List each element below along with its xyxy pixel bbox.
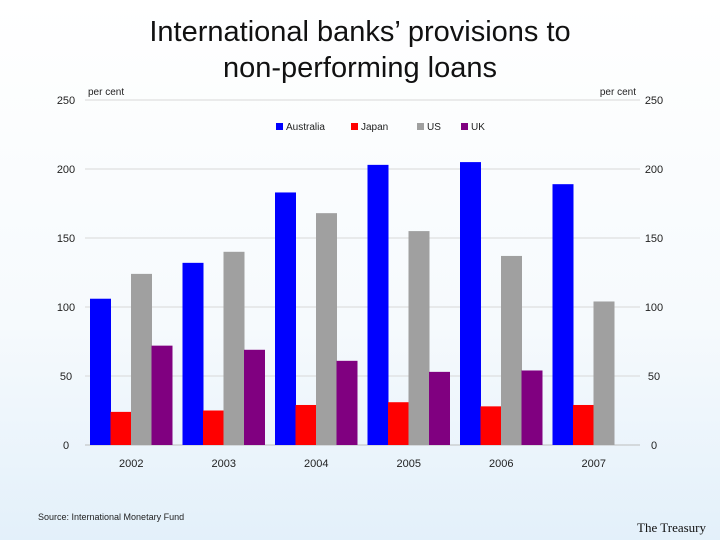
legend-label-australia: Australia (286, 122, 325, 133)
y-tick-label-right: 50 (648, 371, 660, 383)
y-tick-label-right: 250 (645, 95, 663, 107)
x-tick-label-2007: 2007 (582, 458, 606, 470)
bar-uk-2006 (521, 370, 543, 445)
bar-us-2007 (593, 301, 615, 445)
bar-us-2006 (501, 255, 522, 445)
bar-japan-2006 (480, 406, 502, 445)
bar-australia-2004 (275, 192, 296, 445)
x-tick-label-2005: 2005 (397, 458, 421, 470)
y-tick-label-left: 200 (57, 164, 75, 176)
bar-japan-2004 (295, 404, 317, 445)
x-tick-label-2003: 2003 (212, 458, 236, 470)
x-tick-label-2004: 2004 (304, 458, 328, 470)
chart-title-line-1: International banks’ provisions to (149, 16, 571, 48)
bar-australia-2007 (552, 184, 574, 445)
y-tick-label-right: 200 (645, 164, 663, 176)
bar-japan-2007 (573, 404, 594, 445)
bar-us-2002 (131, 273, 152, 445)
y-tick-label-left: 0 (63, 440, 69, 452)
legend-swatch-australia (276, 123, 283, 130)
bar-uk-2003 (244, 349, 265, 445)
legend-swatch-us (417, 123, 424, 130)
legend-swatch-japan (351, 123, 358, 130)
legend-swatch-uk (461, 123, 468, 130)
bar-japan-2003 (203, 410, 224, 445)
y-tick-label-right: 100 (645, 302, 663, 314)
y-unit-label-left: per cent (88, 87, 124, 98)
bar-australia-2006 (460, 162, 481, 445)
y-tick-label-right: 150 (645, 233, 663, 245)
bar-australia-2005 (367, 164, 389, 446)
bar-australia-2003 (182, 262, 204, 445)
bar-us-2003 (223, 251, 245, 445)
bar-uk-2005 (429, 371, 450, 445)
bar-uk-2004 (336, 360, 358, 445)
bar-japan-2002 (110, 411, 132, 445)
y-tick-label-left: 150 (57, 233, 75, 245)
bar-uk-2002 (151, 345, 173, 445)
source-note: Source: International Monetary Fund (38, 512, 185, 522)
legend-label-us: US (427, 122, 441, 133)
y-tick-label-left: 250 (57, 95, 75, 107)
bar-australia-2002 (90, 298, 111, 445)
chart-title: International banks’ provisions to non-p… (60, 14, 660, 86)
y-tick-label-right: 0 (651, 440, 657, 452)
legend-label-uk: UK (471, 122, 485, 133)
bar-us-2004 (316, 213, 337, 445)
legend-label-japan: Japan (361, 122, 388, 133)
chart-title-line-2: non-performing loans (222, 52, 498, 84)
treasury-logo: The Treasury (637, 520, 706, 535)
bar-japan-2005 (388, 402, 409, 445)
x-tick-label-2002: 2002 (119, 458, 143, 470)
y-tick-label-left: 100 (57, 302, 75, 314)
x-tick-label-2006: 2006 (489, 458, 513, 470)
bar-us-2005 (408, 231, 430, 445)
y-tick-label-left: 50 (60, 371, 72, 383)
y-unit-label-right: per cent (600, 87, 636, 98)
